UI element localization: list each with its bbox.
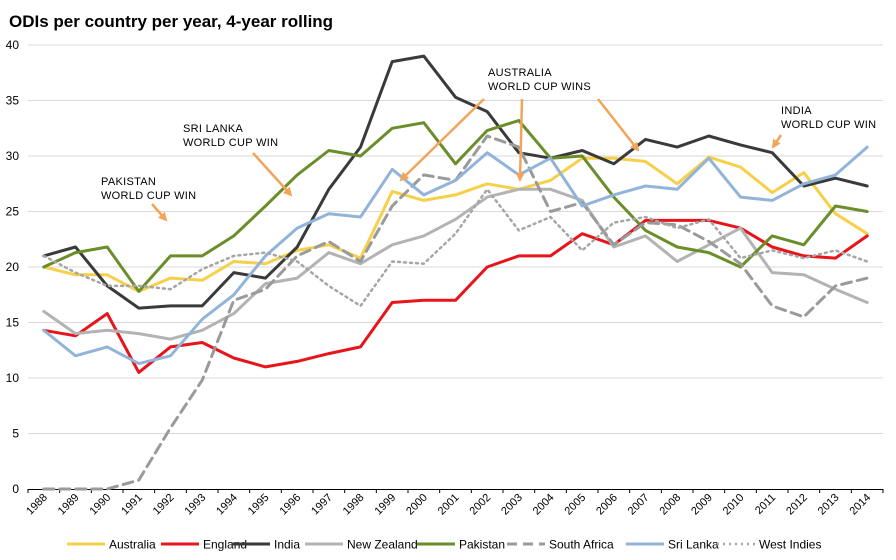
- x-tick-label: 2012: [784, 492, 810, 518]
- annotation-srilanka: SRI LANKA WORLD CUP WIN: [183, 123, 293, 197]
- series-line-australia: [42, 155, 869, 293]
- x-tick-label: 2014: [847, 492, 873, 518]
- y-tick-label: 15: [6, 316, 20, 330]
- annotation-text: WORLD CUP WIN: [183, 137, 278, 149]
- annotation-text: PAKISTAN: [101, 176, 156, 188]
- legend-label: New Zealand: [347, 538, 418, 552]
- x-tick-label: 2001: [436, 492, 462, 518]
- annotation-text: WORLD CUP WINS: [488, 81, 591, 93]
- annotation-text: AUSTRALIA: [488, 67, 552, 79]
- legend-item-england: England: [161, 538, 247, 552]
- legend-label: India: [274, 538, 300, 552]
- x-tick-label: 1992: [151, 492, 177, 518]
- series-line-west-indies: [42, 188, 869, 308]
- x-tick-label: 1994: [214, 492, 240, 518]
- y-tick-label: 20: [6, 260, 20, 274]
- legend-label: Pakistan: [459, 538, 505, 552]
- x-tick-label: 1990: [87, 492, 113, 518]
- x-tick-label: 2013: [816, 492, 842, 518]
- series-line-sri-lanka: [42, 145, 869, 366]
- arrow-head: [282, 186, 293, 197]
- x-tick-label: 1995: [246, 492, 272, 518]
- x-tick-label: 1993: [182, 492, 208, 518]
- arrow-head: [515, 172, 525, 182]
- annotation-india: INDIA WORLD CUP WIN: [771, 105, 876, 149]
- x-tick-label: 2002: [467, 492, 493, 518]
- x-tick-label: 2011: [753, 492, 778, 517]
- arrow-head: [771, 138, 781, 149]
- series-line-england: [42, 218, 869, 374]
- x-tick-label: 2005: [562, 492, 588, 518]
- x-tick-label: 1998: [341, 492, 367, 518]
- y-tick-label: 35: [6, 94, 20, 108]
- arrow-head: [158, 211, 168, 222]
- annotation-text: WORLD CUP WIN: [101, 190, 196, 202]
- x-tick-label: 1997: [309, 492, 335, 518]
- x-tick-label: 1989: [56, 492, 82, 518]
- legend-item-west-indies: West Indies: [717, 538, 821, 552]
- y-tick-label: 0: [12, 482, 19, 496]
- legend-label: West Indies: [759, 538, 821, 552]
- legend-label: England: [203, 538, 247, 552]
- y-tick-label: 10: [6, 371, 20, 385]
- series-lines: [42, 54, 869, 491]
- y-axis-ticks: 0 5 10 15 20 25 30 35 40: [6, 38, 20, 496]
- legend-item-sri-lanka: Sri Lanka: [626, 538, 719, 552]
- legend-label: Sri Lanka: [668, 538, 719, 552]
- y-tick-label: 30: [6, 149, 20, 163]
- series-line-india: [42, 54, 869, 310]
- annotation-arrow: [400, 98, 485, 181]
- x-tick-label: 1996: [277, 492, 303, 518]
- x-axis-ticks: 1988 1989 1990 1991 1992 1993 1994 1995 1996 1997…: [24, 489, 884, 518]
- annotations: PAKISTAN WORLD CUP WIN SRI LANKA WORLD CUP …: [101, 67, 876, 222]
- x-tick-label: 2007: [626, 492, 652, 518]
- annotation-pakistan: PAKISTAN WORLD CUP WIN: [101, 176, 196, 222]
- annotation-arrow: [518, 98, 524, 181]
- x-tick-label: 1988: [24, 492, 50, 518]
- legend-label: Australia: [109, 538, 156, 552]
- y-tick-label: 40: [6, 38, 20, 52]
- legend-item-pakistan: Pakistan: [417, 538, 505, 552]
- legend-item-australia: Australia: [67, 538, 156, 552]
- annotation-text: INDIA: [781, 105, 812, 117]
- x-tick-label: 2004: [531, 492, 557, 518]
- legend-label: South Africa: [549, 538, 614, 552]
- legend-item-south-africa: South Africa: [507, 538, 614, 552]
- y-tick-label: 5: [12, 427, 19, 441]
- arrow-head: [630, 141, 640, 152]
- legend-item-india: India: [232, 538, 300, 552]
- annotation-text: WORLD CUP WIN: [781, 119, 876, 131]
- annotation-arrow: [252, 152, 292, 196]
- chart-title: ODIs per country per year, 4-year rollin…: [9, 12, 333, 31]
- series-line-pakistan: [42, 119, 869, 293]
- x-tick-label: 2008: [657, 492, 683, 518]
- series-line-new-zealand: [42, 187, 869, 341]
- annotation-australia: AUSTRALIA WORLD CUP WINS: [399, 67, 640, 182]
- legend-item-new-zealand: New Zealand: [305, 538, 418, 552]
- x-tick-label: 2010: [721, 492, 747, 518]
- x-tick-label: 2003: [499, 492, 525, 518]
- annotation-arrow: [597, 98, 639, 151]
- arrow-head: [399, 171, 410, 182]
- x-tick-label: 2009: [689, 492, 715, 518]
- series-line-south-africa: [42, 134, 869, 491]
- x-tick-label: 2000: [404, 492, 430, 518]
- x-tick-label: 1999: [372, 492, 398, 518]
- legend: Australia England India New Zealand Pakistan…: [67, 538, 821, 552]
- annotation-text: SRI LANKA: [183, 123, 244, 135]
- grid-lines: [28, 44, 883, 434]
- x-tick-label: 1991: [119, 492, 145, 518]
- y-tick-label: 25: [6, 205, 20, 219]
- x-tick-label: 2006: [594, 492, 620, 518]
